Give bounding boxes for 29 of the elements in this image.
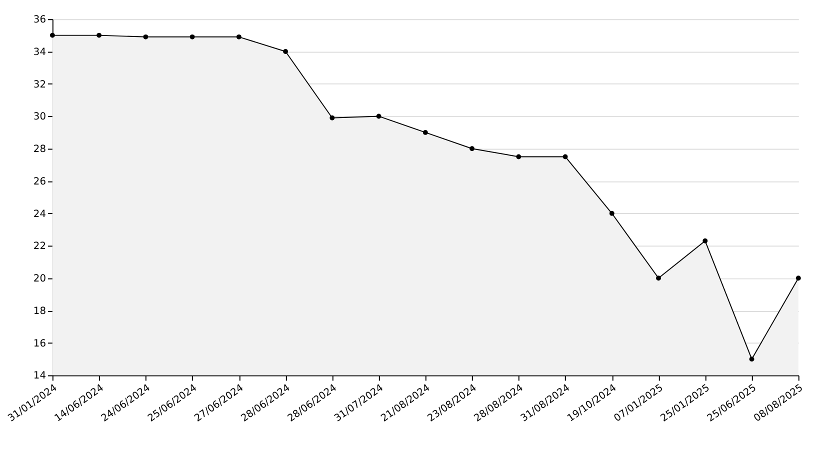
y-tick-label: 18 [33,306,46,317]
y-tick-label: 30 [33,112,46,123]
point [656,276,661,281]
y-tick-label: 24 [33,208,46,220]
point [283,49,288,54]
y-tick-label: 22 [33,241,46,252]
y-tick-label: 34 [33,46,46,58]
point [562,154,568,160]
y-tick-label: 28 [33,144,46,156]
y-tick-label: 20 [33,274,46,285]
y-tick-label: 14 [33,370,46,382]
y-tick-label: 32 [33,79,46,90]
point [143,34,148,40]
point [236,34,242,40]
point [190,34,195,40]
point [516,154,522,160]
point [470,146,475,152]
point [702,238,708,244]
y-tick-label: 26 [33,176,46,188]
point [376,114,382,119]
point [422,130,428,135]
y-tick-label: 16 [33,338,46,350]
point [50,32,55,38]
point [796,276,801,281]
point [609,210,614,216]
point [749,356,754,362]
y-tick-label: 36 [33,14,46,26]
point [96,32,102,38]
point [330,115,335,120]
